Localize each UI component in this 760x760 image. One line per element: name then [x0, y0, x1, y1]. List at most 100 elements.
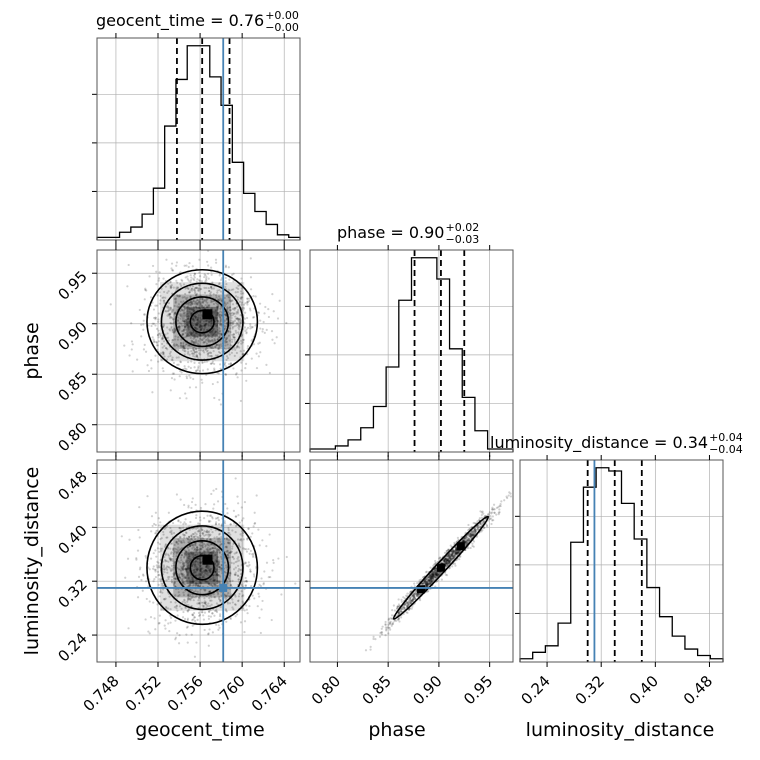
- scatter-point: [239, 572, 243, 576]
- scatter-point: [233, 307, 236, 310]
- scatter-point: [180, 541, 183, 544]
- scatter-point: [195, 545, 199, 549]
- scatter-point: [228, 278, 231, 281]
- scatter-point: [178, 325, 181, 328]
- scatter-point: [263, 312, 266, 315]
- scatter-point: [435, 574, 438, 577]
- scatter-point: [217, 563, 220, 567]
- scatter-point: [454, 552, 457, 555]
- scatter-point: [214, 344, 218, 347]
- scatter-point: [216, 305, 219, 308]
- scatter-point: [251, 316, 255, 319]
- scatter-point: [397, 611, 400, 614]
- scatter-point: [426, 583, 430, 586]
- scatter-point: [167, 565, 170, 569]
- scatter-point: [479, 525, 482, 528]
- scatter-point: [434, 571, 438, 574]
- scatter-point: [204, 322, 208, 325]
- scatter-point: [464, 540, 468, 543]
- scatter-point: [470, 534, 474, 537]
- scatter-point: [435, 572, 439, 575]
- scatter-point: [215, 313, 219, 316]
- scatter-point: [268, 533, 271, 536]
- scatter-point: [230, 319, 233, 322]
- scatter-point: [413, 582, 416, 585]
- scatter-point: [480, 530, 483, 533]
- scatter-point: [423, 579, 426, 583]
- scatter-point: [451, 552, 454, 555]
- scatter-point: [206, 353, 209, 356]
- scatter-point: [466, 538, 469, 542]
- scatter-point: [231, 545, 234, 548]
- scatter-point: [193, 314, 196, 317]
- scatter-point: [412, 594, 416, 597]
- scatter-point: [182, 610, 185, 614]
- scatter-point: [205, 322, 208, 326]
- scatter-point: [207, 277, 210, 280]
- scatter-point: [195, 548, 199, 551]
- scatter-point: [215, 316, 218, 319]
- scatter-point: [207, 548, 211, 551]
- scatter-point: [252, 316, 256, 319]
- scatter-point: [207, 286, 210, 290]
- scatter-point: [169, 557, 172, 560]
- scatter-point: [164, 552, 168, 555]
- scatter-point: [183, 533, 186, 537]
- scatter-point: [258, 595, 261, 598]
- scatter-point: [427, 582, 430, 585]
- scatter-point: [464, 542, 467, 545]
- scatter-point: [242, 338, 245, 341]
- scatter-point: [214, 335, 217, 338]
- scatter-point: [197, 339, 200, 343]
- scatter-point: [185, 570, 188, 573]
- scatter-point: [191, 533, 194, 536]
- scatter-point: [184, 292, 187, 296]
- scatter-point: [184, 331, 187, 335]
- scatter-point: [209, 514, 213, 517]
- scatter-point: [179, 313, 182, 316]
- scatter-point: [219, 543, 223, 546]
- scatter-point: [454, 548, 458, 551]
- scatter-point: [162, 277, 165, 280]
- scatter-point: [168, 595, 171, 598]
- scatter-point: [166, 310, 170, 313]
- scatter-point: [406, 601, 409, 605]
- scatter-point: [218, 596, 221, 599]
- scatter-point: [216, 343, 219, 346]
- scatter-point: [171, 308, 175, 311]
- scatter-point: [212, 310, 215, 313]
- scatter-point: [214, 330, 218, 333]
- scatter-point: [428, 579, 431, 582]
- scatter-point: [425, 583, 428, 586]
- scatter-point: [149, 296, 153, 299]
- scatter-point: [226, 538, 229, 541]
- scatter-point: [249, 257, 252, 260]
- scatter-point: [213, 570, 217, 573]
- scatter-point: [217, 540, 220, 543]
- scatter-point: [392, 604, 395, 607]
- scatter-point: [199, 337, 202, 340]
- scatter-point: [469, 535, 472, 538]
- scatter-point: [210, 300, 213, 304]
- scatter-point: [493, 508, 496, 511]
- scatter-point: [449, 556, 452, 559]
- scatter-point: [237, 556, 240, 559]
- scatter-point: [428, 574, 431, 577]
- scatter-point: [166, 348, 169, 351]
- scatter-point: [190, 276, 193, 279]
- scatter-point: [200, 611, 203, 614]
- scatter-point: [467, 539, 470, 542]
- scatter-point: [426, 590, 429, 593]
- scatter-point: [233, 319, 237, 322]
- scatter-point: [220, 524, 223, 528]
- scatter-point: [245, 537, 249, 540]
- scatter-point: [243, 620, 247, 623]
- scatter-point: [235, 351, 238, 355]
- scatter-point: [210, 603, 213, 606]
- scatter-point: [173, 581, 176, 584]
- scatter-point: [233, 338, 236, 341]
- scatter-point: [183, 324, 186, 327]
- scatter-point: [201, 611, 204, 614]
- scatter-point: [185, 531, 188, 535]
- scatter-point: [136, 596, 140, 599]
